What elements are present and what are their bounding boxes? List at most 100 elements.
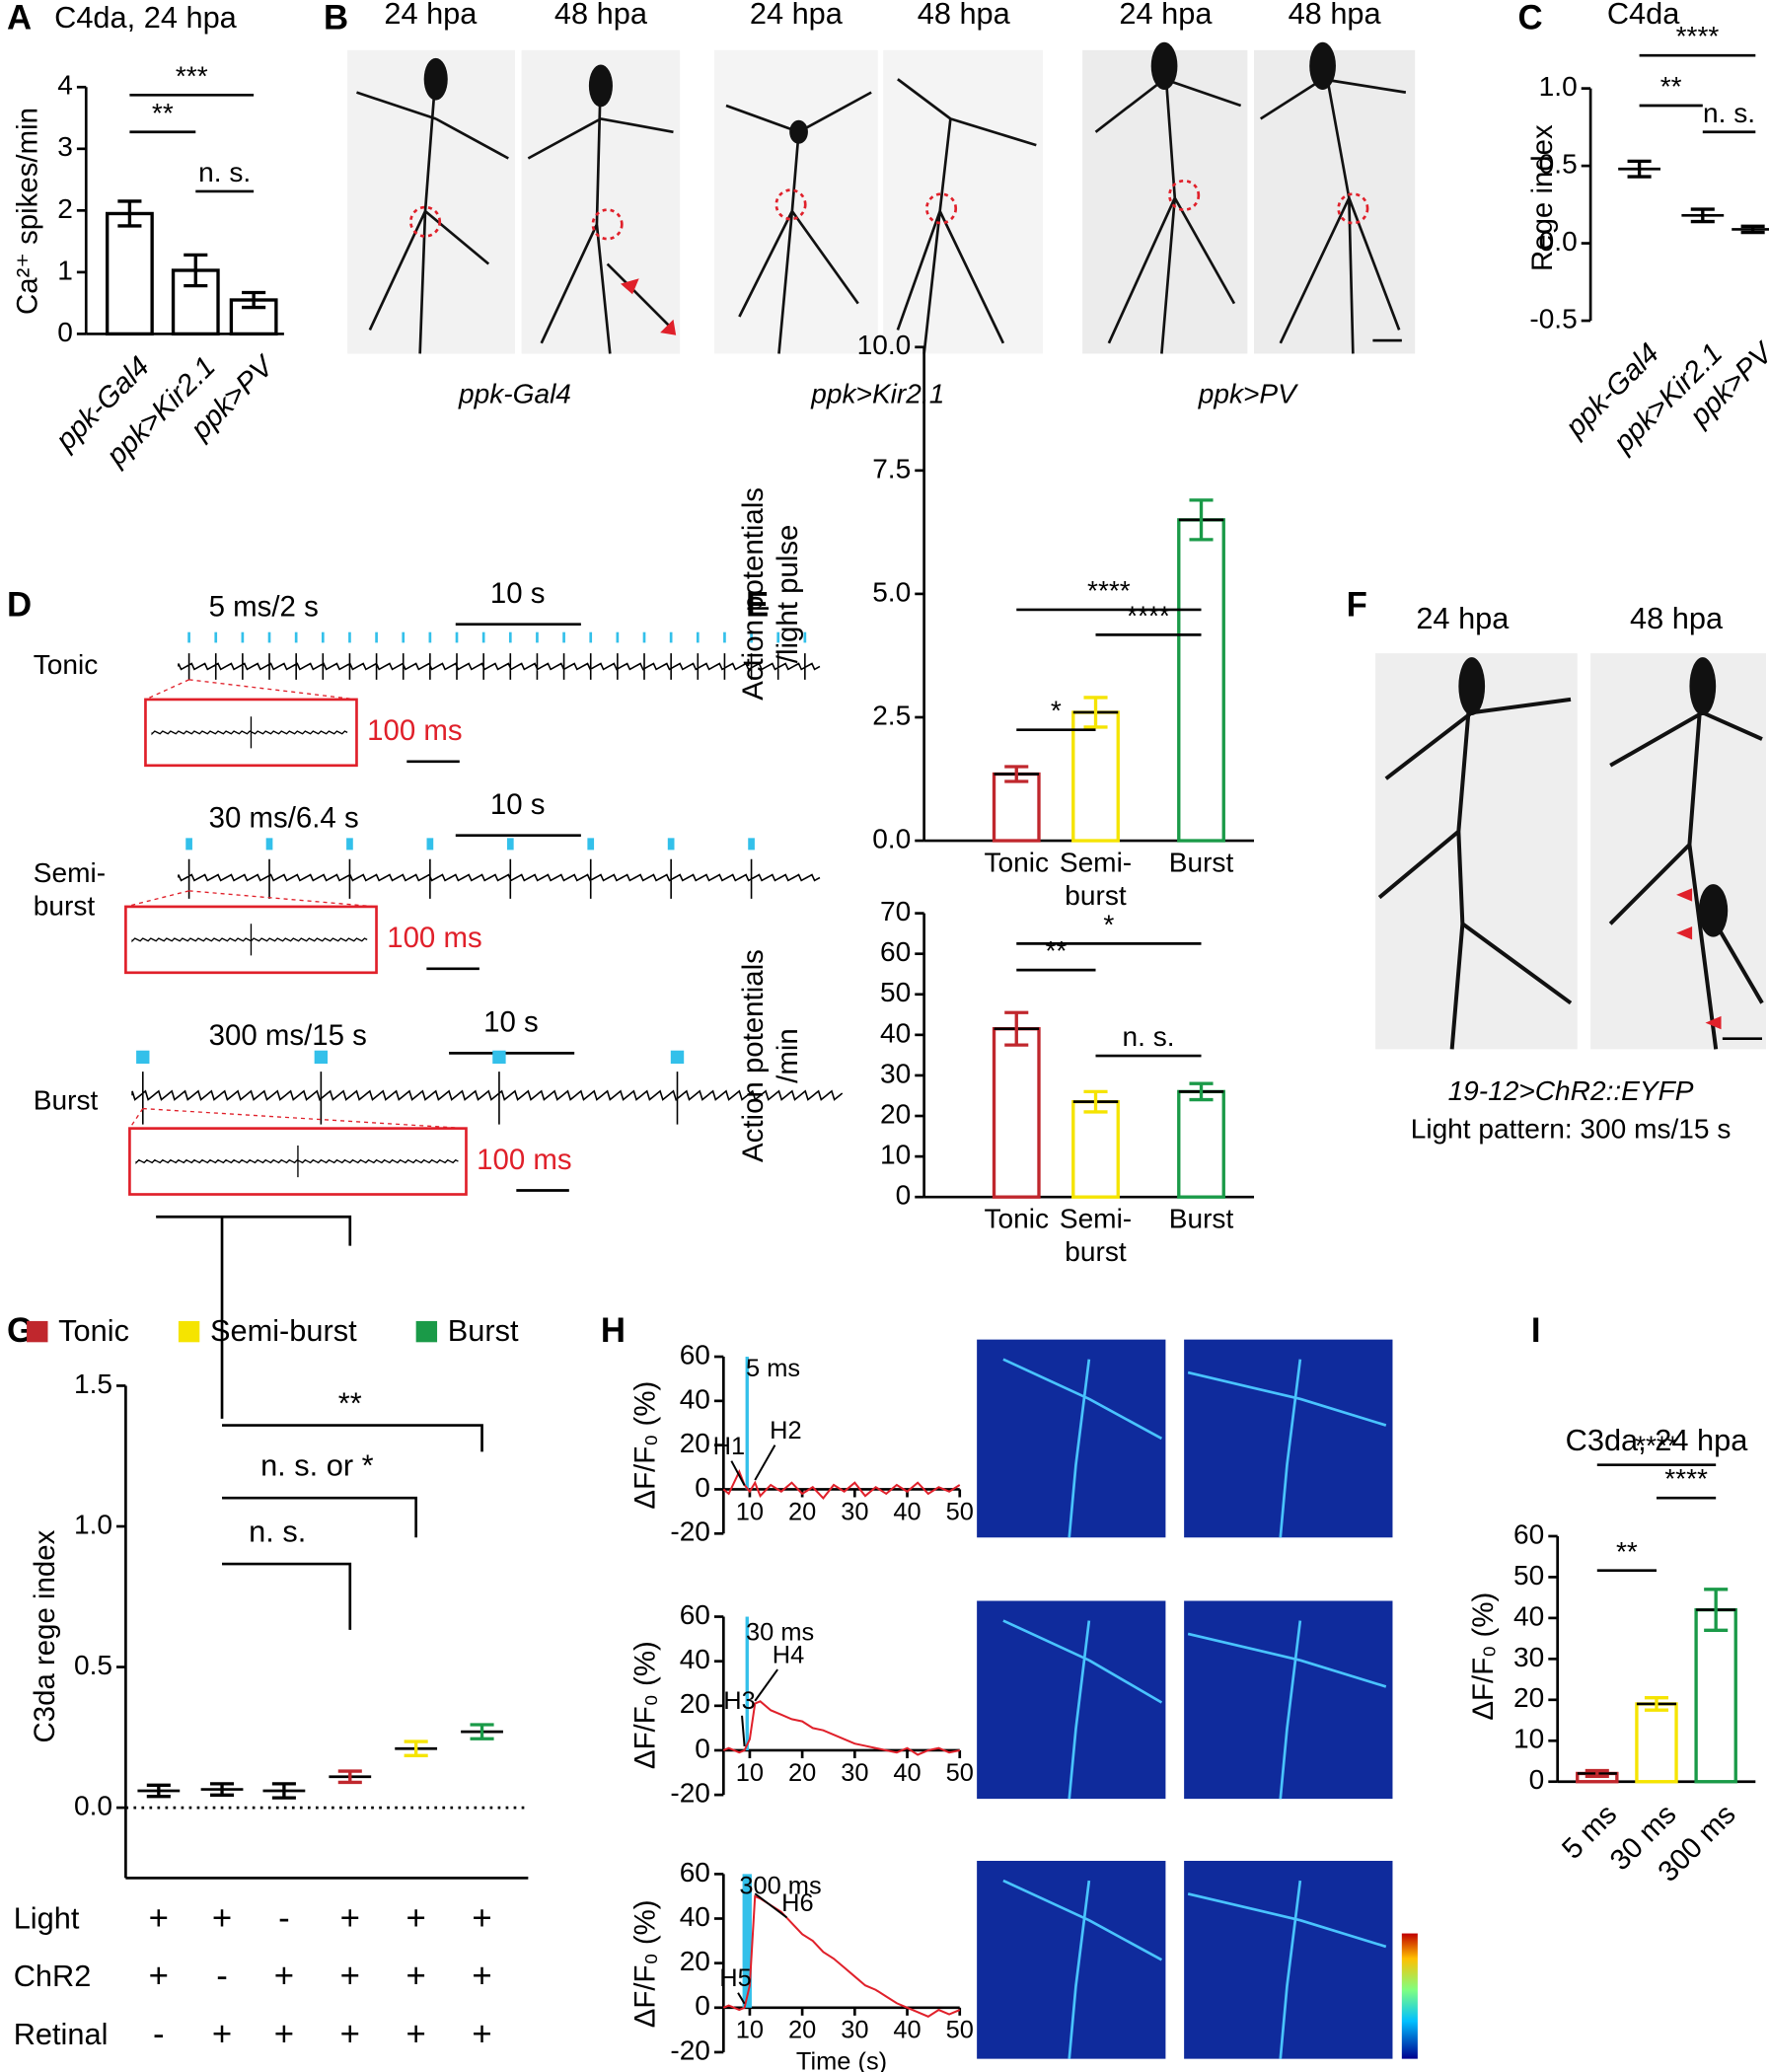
y-tick-label: 2.5 xyxy=(872,700,911,730)
y-tick-label: 50 xyxy=(880,977,911,1007)
light-pulse xyxy=(669,631,673,643)
light-pulse xyxy=(267,631,271,643)
chart-title: C4da xyxy=(1607,0,1680,31)
significance-label: **** xyxy=(1127,600,1170,630)
error-bar xyxy=(1704,1588,1729,1632)
panel-letter: E xyxy=(746,586,769,624)
bar xyxy=(105,211,154,336)
x-tick-label: 30 xyxy=(841,2017,868,2044)
light-pulse xyxy=(314,1050,329,1065)
bar xyxy=(1071,1099,1120,1199)
y-tick-label: 0 xyxy=(695,1472,710,1503)
significance-label: n. s. or * xyxy=(260,1448,374,1483)
light-pattern: Light pattern: 300 ms/15 s xyxy=(1411,1114,1732,1145)
time-label: 48 hpa xyxy=(554,0,648,31)
arrow xyxy=(754,1444,776,1481)
significance-label: ** xyxy=(338,1386,362,1421)
x-tick-label: 20 xyxy=(788,1759,816,1787)
light-pulse xyxy=(375,631,378,643)
bar xyxy=(992,772,1041,843)
trace xyxy=(178,858,821,899)
condition-mark: + xyxy=(406,1958,426,1995)
y-tick-label: 40 xyxy=(680,1901,710,1932)
condition-mark: + xyxy=(212,2016,232,2053)
inset xyxy=(144,698,358,768)
bar xyxy=(1635,1702,1678,1784)
y-tick-label: 20 xyxy=(680,1946,710,1976)
light-pulse xyxy=(455,631,459,643)
x-tick-label: 40 xyxy=(893,2017,921,2044)
x-tick-label: 10 xyxy=(736,2017,764,2044)
significance-label: ** xyxy=(1616,1536,1638,1567)
significance-label: **** xyxy=(1635,1431,1678,1461)
y-label-line: Action potentials xyxy=(737,949,770,1162)
error-bar xyxy=(1627,159,1652,179)
x-tick-label: 30 xyxy=(841,1498,868,1525)
x-tick-label: Semi- xyxy=(1060,1204,1132,1234)
stimulus xyxy=(745,1616,749,1750)
annotation: 300 ms xyxy=(739,1872,821,1899)
chart-title: C4da, 24 hpa xyxy=(54,0,238,35)
error-bar xyxy=(1189,1081,1214,1102)
light-pulse xyxy=(294,631,298,643)
inset xyxy=(124,905,378,975)
light-pulse xyxy=(426,838,434,851)
y-tick-label: 0 xyxy=(695,1990,710,2021)
error-bar xyxy=(1004,765,1029,783)
y-tick-label: 40 xyxy=(880,1017,911,1048)
error-bar xyxy=(209,1782,235,1797)
trace-line xyxy=(722,1700,960,1756)
annotation: H2 xyxy=(770,1417,801,1444)
condition-mark: + xyxy=(149,1899,169,1937)
light-pulse xyxy=(562,631,565,643)
error-bar xyxy=(404,1739,428,1758)
x-tick-label: Tonic xyxy=(984,1204,1049,1234)
light-pulse xyxy=(481,631,485,643)
significance-label: ** xyxy=(152,98,174,128)
significance-label: **** xyxy=(1087,575,1131,606)
time-label: 24 hpa xyxy=(1119,0,1213,31)
x-tick-label: burst xyxy=(1065,1236,1127,1267)
scale-label: 10 s xyxy=(490,577,546,610)
light-pulse xyxy=(428,631,432,643)
y-tick-label: 70 xyxy=(880,896,911,926)
annotation: 5 ms xyxy=(746,1355,800,1382)
y-axis-label: ΔF/F₀ (%) xyxy=(1467,1592,1500,1721)
x-tick-label: 40 xyxy=(893,1759,921,1787)
y-tick-label: 0.0 xyxy=(872,823,911,853)
condition-mark: + xyxy=(472,1958,491,1995)
condition-mark: - xyxy=(278,1899,290,1937)
y-tick-label: 1.0 xyxy=(74,1509,112,1539)
error-bar xyxy=(242,290,266,310)
genotype-label: 19-12>ChR2::EYFP xyxy=(1448,1075,1694,1106)
legend-label: Tonic xyxy=(58,1313,129,1348)
error-bar xyxy=(337,1769,362,1785)
trace-line xyxy=(722,1469,961,1500)
condition-mark: + xyxy=(274,1958,294,1995)
time-label: 24 hpa xyxy=(750,0,844,31)
annotation: H3 xyxy=(723,1687,755,1715)
y-label: Rege index xyxy=(1526,124,1559,271)
significance-label: n. s. xyxy=(198,157,251,187)
inset-guide xyxy=(145,679,357,701)
x-tick-label: 10 xyxy=(736,1759,764,1787)
significance-label: * xyxy=(1051,696,1062,726)
light-pulse xyxy=(348,631,351,643)
error-bar xyxy=(184,253,208,288)
arrowhead xyxy=(620,278,639,295)
y-tick-label: 0.5 xyxy=(74,1650,112,1680)
condition-name: Retinal xyxy=(14,2017,109,2051)
neurons xyxy=(1377,672,1764,1050)
arrow xyxy=(754,1892,788,1919)
y-tick-label: 60 xyxy=(880,936,911,967)
y-tick-label: 0 xyxy=(1529,1764,1545,1795)
y-tick-label: 10.0 xyxy=(857,330,912,360)
trace xyxy=(178,653,821,680)
genotype-label: ppk-Gal4 xyxy=(458,379,571,409)
y-tick-label: 20 xyxy=(1513,1682,1544,1713)
legend-label: Burst xyxy=(448,1313,519,1348)
bar xyxy=(1071,710,1120,843)
trace-line xyxy=(722,1894,961,2018)
inset-trace xyxy=(131,924,368,956)
y-tick-label: 60 xyxy=(680,1857,710,1887)
